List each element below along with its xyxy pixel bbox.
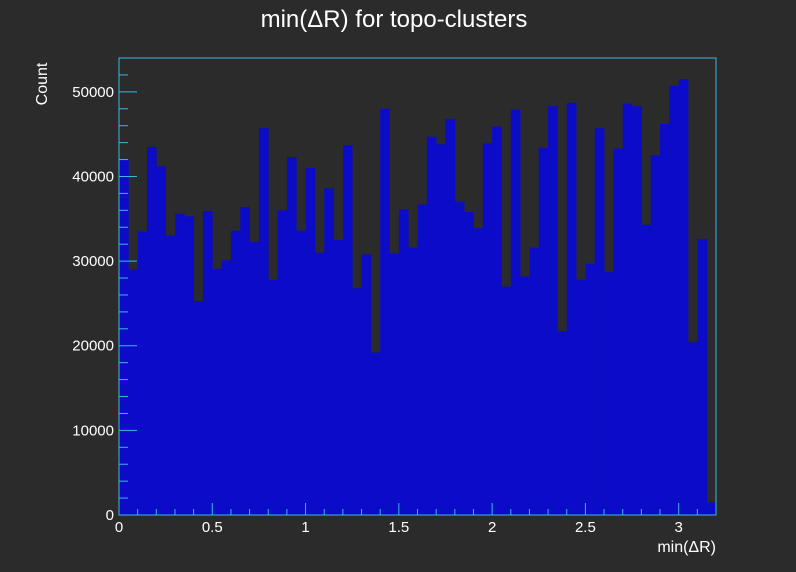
bar [230,230,241,515]
bar [156,166,167,515]
bar [277,210,288,516]
bar [240,206,250,515]
bar [165,235,176,515]
y-tick-label: 30000 [72,253,114,270]
y-axis-label: Count [34,62,51,105]
y-axis: 0 10000 20000 30000 40000 50000 [72,57,137,524]
bar [650,155,661,515]
y-tick-label: 10000 [72,422,114,439]
x-tick-label: 1.5 [388,519,409,536]
y-tick-label: 50000 [72,84,114,101]
bar [212,268,223,515]
bar [305,168,316,515]
bar [268,279,278,515]
bar [613,148,624,515]
bar [566,102,577,516]
bar [594,128,605,515]
histogram-bars [119,79,717,516]
bar [137,231,148,516]
bar [370,352,381,515]
y-tick-label: 0 [106,507,114,524]
bar [342,145,353,515]
bar [314,252,325,516]
bar [333,239,344,515]
bar [697,239,708,515]
x-axis: 0 0.5 1 1.5 2 2.5 3 [115,503,717,536]
bar [361,254,372,515]
bar [221,260,232,515]
bar [706,502,717,515]
bar [184,216,195,516]
y-tick-label: 40000 [72,168,114,185]
bar [454,201,465,516]
bar [193,300,204,515]
x-tick-label: 2 [488,519,496,536]
bar [482,143,493,515]
bar [417,204,428,516]
x-tick-label: 0 [115,519,123,536]
x-tick-label: 2.5 [575,519,596,536]
bar [520,276,530,515]
bar [632,106,642,515]
bar [548,106,558,515]
bar [296,230,306,515]
bar [380,108,390,516]
bar [585,263,596,515]
bar [128,269,139,515]
bar [538,147,549,516]
bar [426,136,437,515]
bar [641,224,652,515]
x-tick-label: 0.5 [202,519,223,536]
bar [119,159,129,516]
x-tick-label: 1 [301,519,309,536]
bar [146,146,157,515]
bar [622,103,633,515]
bar [669,85,680,515]
bar [286,157,297,515]
bar [408,247,418,515]
bar [389,253,400,515]
bar [352,288,362,515]
bar [436,144,446,516]
bar [174,213,185,516]
x-tick-label: 3 [675,519,683,536]
y-tick-label: 20000 [72,338,114,355]
bar [501,286,512,515]
bar [604,272,614,515]
bar [660,124,670,515]
bar [688,342,698,515]
bar [576,279,586,515]
chart-title: min(ΔR) for topo-clusters [261,6,528,33]
bar [464,212,474,515]
bar [445,118,456,515]
bar [249,241,260,515]
bar [510,109,521,515]
bar [398,209,409,515]
bar [557,331,568,515]
bar [258,128,269,515]
bar [202,211,213,515]
bar [473,228,484,515]
x-axis-label: min(ΔR) [657,539,716,556]
bar [324,188,334,515]
bar [529,247,540,515]
bar [678,79,689,515]
bar [492,126,502,516]
